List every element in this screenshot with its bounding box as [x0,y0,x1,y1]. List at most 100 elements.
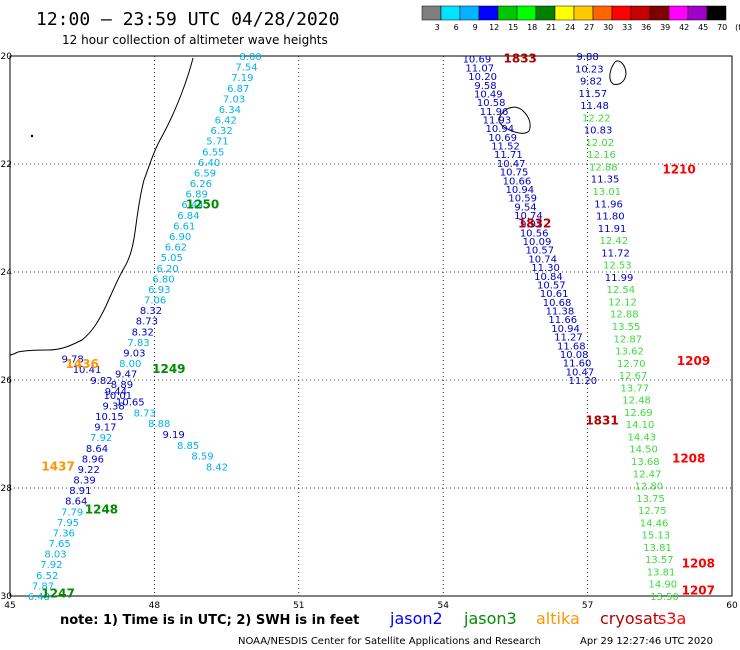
swh-value-label: 12.12 [608,297,637,308]
color-scale-label: 18 [527,23,537,32]
pass-time-label: 1248 [85,503,118,517]
swh-value-label: 5.05 [161,253,183,264]
swh-value-label: 11.27 [554,333,583,344]
swh-value-label: 11.57 [579,89,608,100]
swh-value-label: 10.74 [528,254,557,265]
swh-value-label: 11.68 [557,341,586,352]
swh-value-label: 8.96 [82,454,104,465]
altimeter-tracks: 9.7810.419.829.4410.658.738.889.198.858.… [28,52,679,603]
latitude-tick-label: -28 [0,484,12,494]
swh-value-label: 11.20 [568,376,597,387]
satellite-legend-s3a: s3a [658,609,686,628]
swh-value-label: 8.00 [119,359,141,370]
swh-value-label: 10.65 [116,398,145,409]
satellite-legend-jason2: jason2 [389,609,443,628]
longitude-tick-label: 48 [149,601,161,611]
swh-value-label: 8.73 [136,317,158,328]
swh-value-label: 10.94 [506,185,535,196]
swh-value-label: 9.17 [94,423,116,434]
swh-value-label: 6.32 [210,126,232,137]
swh-value-label: 6.87 [227,84,249,95]
pass-time-label: 1210 [662,162,695,176]
swh-value-label: 10.57 [526,246,555,257]
swh-value-label: 8.73 [134,408,156,419]
pass-time-label: 1247 [41,586,74,600]
color-scale-label: 30 [603,23,613,32]
swh-value-label: 8.64 [65,497,87,508]
swh-value-label: 9.22 [78,465,100,476]
swh-value-label: 6.44 [181,200,203,211]
color-scale-label: 33 [622,23,632,32]
color-scale-swatch [592,5,613,21]
pass-time-label: 1209 [677,354,710,368]
swh-value-label: 10.23 [575,64,604,75]
longitude-tick-label: 54 [437,601,449,611]
longitude-tick-label: 57 [582,601,593,611]
swh-value-label: 11.91 [598,224,627,235]
swh-value-label: 10.08 [560,350,589,361]
swh-value-label: 10.94 [485,124,514,135]
swh-value-label: 10.59 [508,194,537,205]
swh-value-label: 9.88 [576,52,598,63]
pass-time-label: 1208 [682,557,715,571]
swh-value-label: 6.62 [165,243,187,254]
swh-value-label: 8.32 [140,306,162,317]
swh-value-label: 7.92 [40,560,62,571]
swh-value-label: 12.69 [624,408,653,419]
latitude-tick-label: -20 [0,52,12,62]
swh-value-label: 9.19 [163,430,185,441]
latitude-tick-label: -24 [0,268,12,278]
swh-value-label: 12.22 [582,113,611,124]
swh-value-label: 10.68 [543,298,572,309]
swh-value-label: 11.71 [494,150,523,161]
swh-value-label: 6.80 [152,274,174,285]
color-scale-label: 70 [717,23,727,32]
color-scale-label: 6 [454,23,459,32]
color-scale-swatch [687,5,708,21]
color-scale-swatch [459,5,480,21]
pass-time-label: 1249 [152,362,185,376]
swh-value-label: 6.90 [169,232,191,243]
swh-value-label: 12.88 [610,310,639,321]
map-frame [9,55,733,597]
swh-value-label: 11.99 [605,273,634,284]
swh-value-label: 8.32 [132,327,154,338]
pass-time-label: 1832 [518,216,551,230]
swh-value-label: 11.30 [531,263,560,274]
color-scale-swatch [611,5,632,21]
swh-value-label: 9.82 [580,77,602,88]
swh-value-label: 10.47 [566,367,595,378]
swh-value-label: 7.83 [127,338,149,349]
pass-time-label: 1833 [504,52,537,66]
swh-value-label: 10.49 [474,89,503,100]
swh-value-label: 8.88 [148,419,170,430]
map-gridlines [10,56,732,596]
swh-value-label: 10.83 [584,126,613,137]
swh-value-label: 10.57 [537,280,566,291]
latitude-tick-label: -22 [0,160,12,170]
map-axis-ticks: 45 48 51 54 57 60 -20 -22 -24 -26 -28 -30 [0,52,738,611]
longitude-tick-label: 51 [293,601,304,611]
swh-value-label: 10.56 [520,228,549,239]
color-scale-label: 42 [679,23,689,32]
swh-value-label: 9.03 [123,348,145,359]
swh-value-label: 10.69 [488,133,517,144]
swh-value-label: 11.48 [580,101,609,112]
swh-value-label: 14.43 [628,432,657,443]
color-scale-swatch [630,5,651,21]
mauritius-island-coastline [609,60,627,85]
swh-value-label: 15.13 [642,531,671,542]
swh-value-label: 11.38 [546,307,575,318]
page-subtitle: 12 hour collection of altimeter wave hei… [62,33,328,47]
color-scale-swatch [554,5,575,21]
swh-value-label: 10.58 [477,98,506,109]
page-title: 12:00 – 23:59 UTC 04/28/2020 [36,9,339,30]
swh-value-label: 10.01 [103,391,132,402]
swh-value-label: 11.96 [480,107,509,118]
color-scale-swatch [649,5,670,21]
swh-value-label: 9.92 [520,220,542,231]
swh-value-label: 13.57 [645,555,674,566]
swh-value-label: 10.66 [503,176,532,187]
